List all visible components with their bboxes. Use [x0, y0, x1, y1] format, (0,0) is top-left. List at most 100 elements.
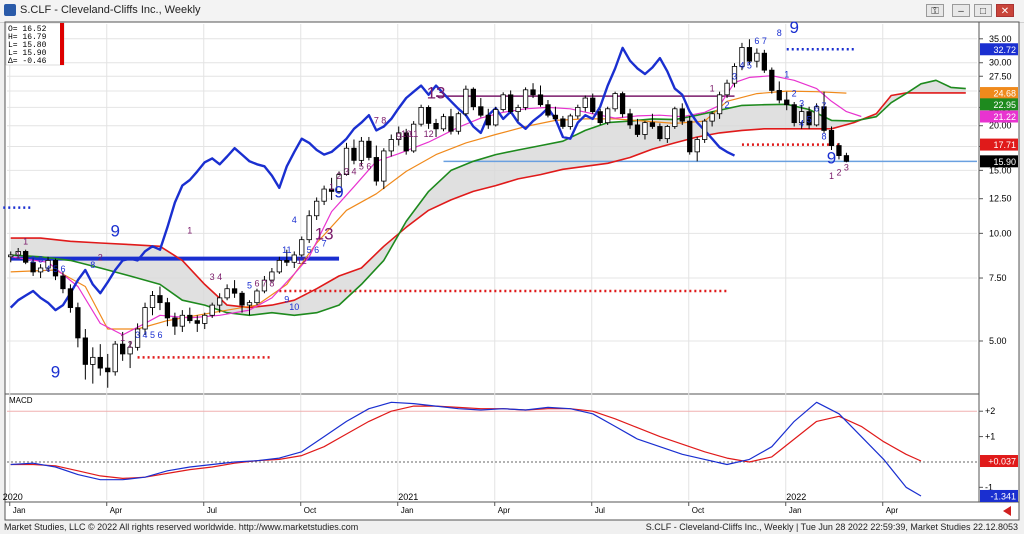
candle	[672, 106, 678, 129]
candle-body	[448, 116, 454, 132]
count-label: 5	[150, 330, 155, 340]
value-tag: 21.22	[980, 110, 1018, 123]
candle-body	[269, 271, 275, 281]
candle-body	[552, 114, 559, 120]
candle	[470, 87, 476, 111]
macd-label: MACD	[9, 396, 33, 405]
candle	[284, 249, 290, 267]
candle	[172, 312, 178, 335]
candle	[828, 126, 835, 151]
candle	[134, 323, 141, 351]
value-tag-bg	[980, 98, 1018, 111]
candle	[731, 63, 738, 88]
value-tag: 15.90	[980, 155, 1018, 168]
count-label: 4	[351, 167, 356, 177]
candle	[799, 104, 805, 129]
value-tag-bg	[980, 87, 1018, 100]
count-label: 1	[710, 84, 715, 94]
setup-count-label: 13	[315, 225, 334, 244]
candle	[537, 85, 544, 107]
count-label: 5	[247, 281, 252, 291]
candle	[246, 300, 253, 316]
time-axis	[4, 501, 1020, 521]
candle-body	[575, 107, 581, 117]
count-label: 6	[314, 245, 319, 255]
candle-body	[843, 155, 850, 162]
value-tag: -1.341	[980, 489, 1018, 502]
footer-copyright: Market Studies, LLC © 2022 All rights re…	[4, 522, 359, 532]
value-tag-label: 24.68	[993, 89, 1016, 99]
candle	[127, 340, 133, 369]
candle-body	[478, 106, 484, 116]
setup-count-label: 9	[110, 221, 119, 240]
candle	[500, 92, 506, 112]
close-button[interactable]: ✕	[996, 4, 1014, 17]
candle	[821, 91, 827, 133]
candle-body	[590, 97, 596, 113]
candle-body	[724, 82, 730, 96]
candle-body	[769, 69, 775, 91]
count-label: 7	[322, 238, 327, 248]
candle	[276, 256, 282, 274]
candle	[664, 124, 670, 143]
candle	[37, 264, 44, 279]
candle-body	[231, 288, 238, 294]
candle	[605, 106, 611, 125]
count-label: 3	[344, 167, 349, 177]
time-tick-label: Oct	[692, 506, 705, 515]
candle-body	[366, 140, 372, 158]
candle	[634, 118, 641, 137]
count-label: 4	[46, 264, 51, 274]
year-label: 2021	[398, 492, 418, 502]
candle-body	[597, 111, 603, 124]
lock-button[interactable]: ⚿	[926, 4, 944, 17]
value-tag-label: -1.341	[990, 491, 1016, 501]
maximize-button[interactable]: □	[974, 4, 992, 17]
candle	[843, 152, 850, 163]
candle-body	[530, 89, 536, 96]
candle-body	[500, 94, 506, 110]
candle	[306, 210, 312, 243]
value-tag-label: 17.71	[993, 140, 1016, 150]
candle	[806, 106, 812, 129]
count-label: 6	[366, 161, 371, 171]
candle	[30, 258, 36, 276]
candle-body	[179, 314, 185, 327]
candle	[67, 284, 74, 313]
count-label: 1	[187, 225, 192, 235]
candle-body	[52, 260, 59, 277]
candle-body	[90, 356, 96, 365]
candle-body	[821, 106, 827, 131]
candle	[582, 95, 588, 112]
setup-count-label: 9	[51, 363, 60, 382]
candle	[411, 121, 417, 153]
count-label: 8	[269, 279, 274, 289]
count-label: 11	[409, 129, 418, 139]
candle-body	[306, 215, 312, 241]
candle-body	[343, 147, 350, 175]
candle	[694, 136, 700, 162]
candle	[82, 329, 88, 380]
candle-body	[284, 260, 290, 263]
minimize-button[interactable]: –	[952, 4, 970, 17]
candle	[314, 197, 320, 220]
candle-body	[321, 188, 327, 202]
candle	[433, 118, 439, 137]
candle-body	[75, 307, 81, 339]
candle-body	[649, 122, 656, 127]
candle-body	[403, 132, 409, 152]
count-label: 5	[807, 115, 812, 125]
candle-body	[463, 88, 469, 115]
candle-body	[776, 90, 782, 101]
candle-body	[425, 107, 432, 124]
candle-body	[15, 251, 21, 256]
macd-signal-line	[10, 405, 922, 479]
candle	[560, 115, 566, 129]
window-titlebar: S.CLF - Cleveland-Cliffs Inc., Weekly ⚿ …	[0, 0, 1024, 23]
scroll-arrow-icon[interactable]	[1003, 506, 1011, 516]
candle	[239, 290, 245, 313]
candle	[657, 123, 663, 142]
candle	[746, 39, 753, 65]
